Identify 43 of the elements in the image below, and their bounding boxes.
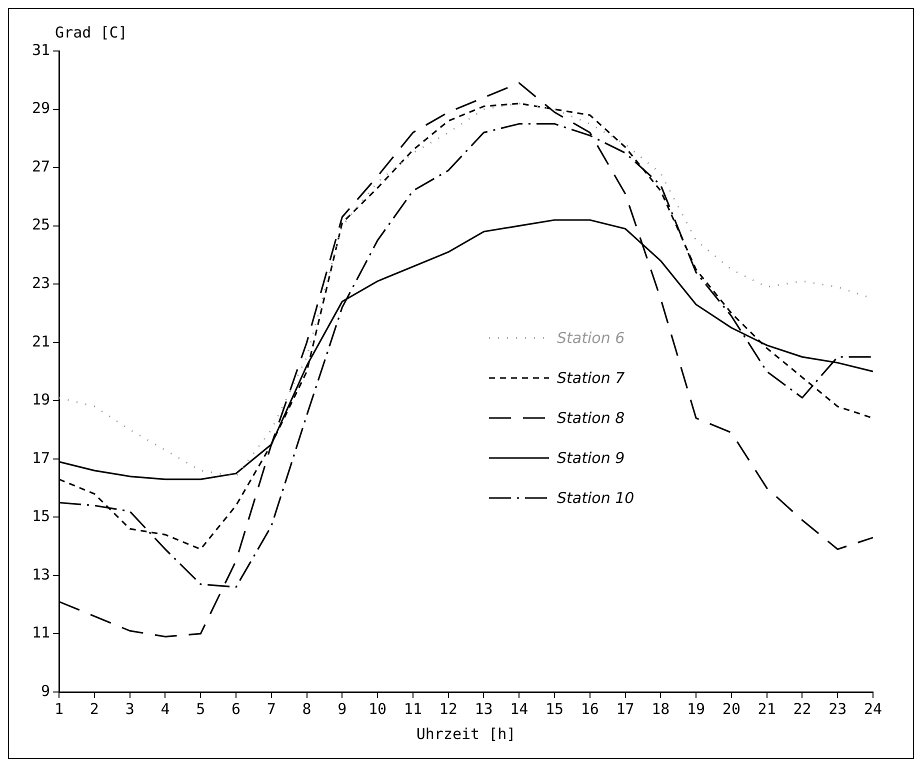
y-tick-label: 25 [32, 216, 50, 234]
y-tick-label: 21 [32, 332, 50, 350]
legend-label: Station 8 [557, 409, 625, 427]
x-tick-label: 24 [864, 700, 882, 718]
x-tick-label: 5 [196, 700, 206, 718]
x-tick-label: 9 [338, 700, 347, 718]
y-tick-label: 19 [32, 390, 50, 409]
y-tick-label: 9 [41, 682, 50, 700]
y-tick-label: 27 [32, 157, 50, 176]
x-tick-label: 8 [302, 700, 312, 718]
legend-label: Station 9 [557, 449, 625, 467]
x-tick-label: 18 [652, 700, 670, 718]
y-tick-label: 23 [32, 274, 50, 292]
x-tick-label: 7 [266, 700, 276, 718]
x-tick-label: 16 [580, 700, 599, 718]
x-tick-label: 22 [793, 700, 812, 718]
y-tick-label: 31 [32, 40, 50, 59]
x-tick-label: 1 [54, 700, 64, 718]
y-tick-label: 15 [32, 507, 50, 526]
x-axis-title: Uhrzeit [h] [416, 724, 516, 743]
x-tick-label: 4 [160, 700, 170, 718]
x-tick-label: 19 [687, 700, 706, 718]
x-tick-label: 14 [510, 700, 528, 718]
legend-label: Station 10 [557, 489, 634, 507]
x-tick-label: 15 [545, 700, 564, 718]
x-tick-label: 10 [368, 700, 387, 718]
x-tick-label: 21 [758, 700, 776, 718]
x-tick-label: 17 [616, 700, 634, 718]
y-tick-label: 13 [32, 565, 50, 584]
x-tick-label: 20 [722, 700, 740, 718]
x-tick-label: 3 [125, 700, 134, 718]
y-tick-label: 11 [32, 624, 50, 642]
x-tick-label: 6 [231, 700, 241, 718]
x-tick-label: 23 [828, 700, 847, 718]
x-tick-label: 2 [90, 700, 99, 718]
legend-label: Station 6 [557, 329, 625, 347]
y-axis-title: Grad [C] [55, 23, 128, 42]
y-tick-label: 17 [32, 448, 50, 467]
x-tick-label: 13 [474, 700, 493, 718]
y-tick-label: 29 [32, 99, 50, 118]
x-tick-label: 11 [404, 700, 422, 718]
x-tick-label: 12 [439, 700, 458, 718]
legend-label: Station 7 [557, 369, 625, 387]
